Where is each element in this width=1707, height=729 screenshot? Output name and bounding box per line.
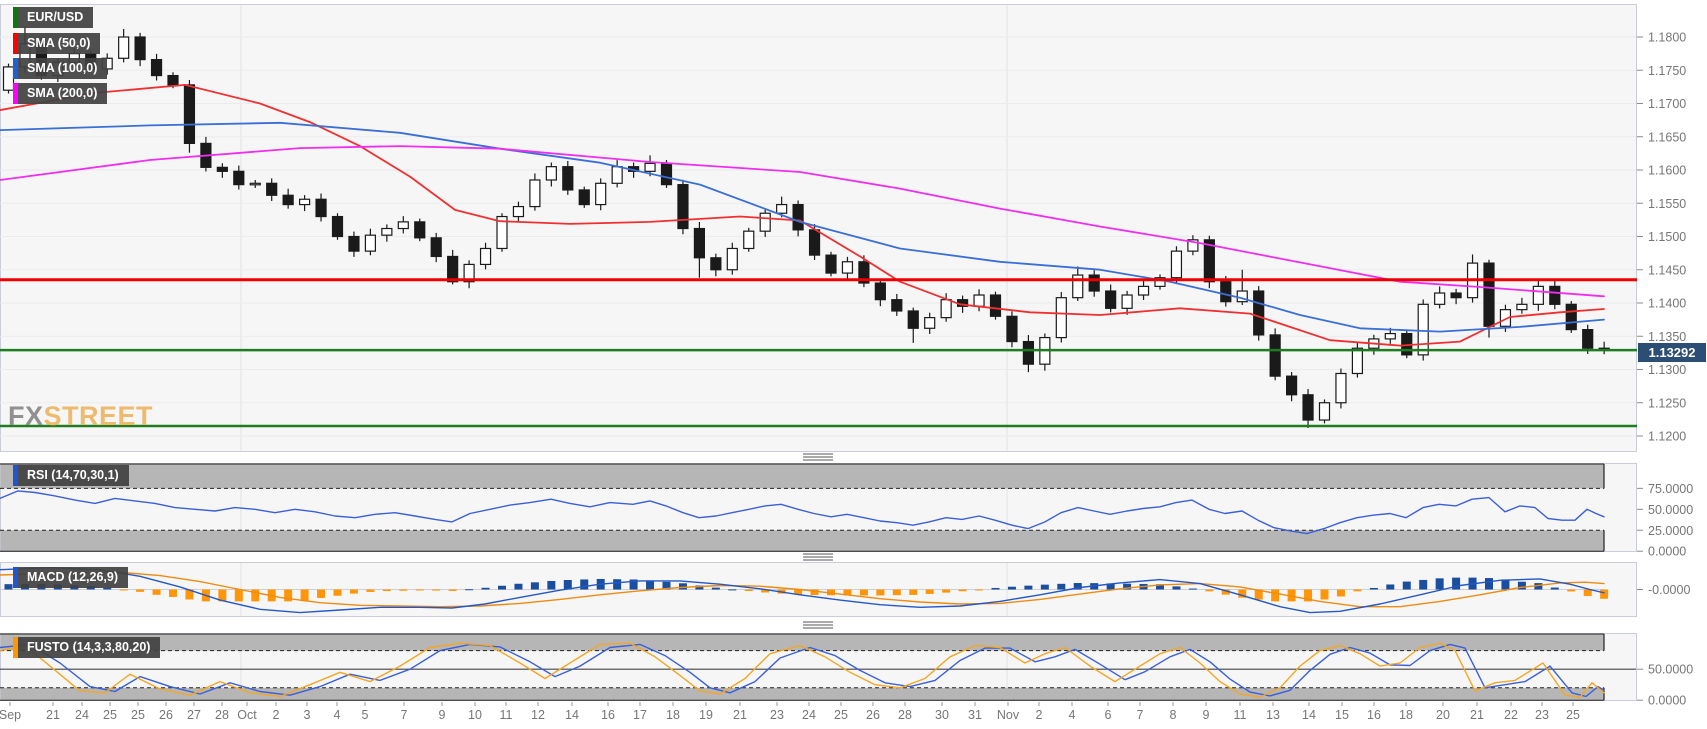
axis-tick-label: 21	[46, 708, 60, 722]
indicator-badge-sma50[interactable]: SMA (50,0)	[13, 33, 101, 54]
axis-tick-label: 16	[601, 708, 615, 722]
axis-tick-label: 5	[362, 708, 369, 722]
price-gridlines	[0, 36, 1636, 437]
axis-tick-label: 1.1250	[1648, 396, 1686, 410]
time-axis[interactable]: Sep 21 24 25 25 26 27 28 Oct 2 3 4 5 7 9 10 11 12 14 16 17 18…	[0, 702, 1580, 722]
price-axis[interactable]: 1.1800 1.1750 1.1700 1.1650 1.1600 1.1550 1.15…	[1637, 31, 1693, 708]
indicator-badge-macd[interactable]: MACD (12,26,9)	[13, 567, 128, 588]
axis-tick-label: 1.1300	[1648, 363, 1686, 377]
axis-tick-label: 1.1650	[1648, 130, 1686, 144]
axis-tick-label: 1.1750	[1648, 64, 1686, 78]
axis-tick-label: 26	[159, 708, 173, 722]
indicator-badge-sma100[interactable]: SMA (100,0)	[13, 58, 108, 79]
axis-tick-label: 50.0000	[1648, 503, 1693, 517]
sma-line-200	[0, 145, 1605, 298]
axis-tick-label: 1.1500	[1648, 230, 1686, 244]
axis-tick-label: 28	[898, 708, 912, 722]
axis-tick-label: -0.0000	[1648, 583, 1690, 597]
axis-tick-label: 7	[401, 708, 408, 722]
axis-tick-label: 1.1700	[1648, 97, 1686, 111]
watermark-fx: FX	[8, 401, 44, 431]
rsi-panel	[0, 463, 1605, 552]
axis-tick-label: 14	[565, 708, 579, 722]
axis-tick-label: 21	[733, 708, 747, 722]
horizontal-level-lines	[0, 278, 1637, 428]
indicator-badge-rsi[interactable]: RSI (14,70,30,1)	[13, 465, 129, 486]
macd-panel	[0, 567, 1609, 614]
axis-tick-label: 18	[666, 708, 680, 722]
axis-tick-label: 1.1550	[1648, 197, 1686, 211]
axis-tick-label: 1.1350	[1648, 330, 1686, 344]
axis-tick-label: 9	[439, 708, 446, 722]
axis-tick-label: 9	[1203, 708, 1210, 722]
axis-tick-label: 11	[500, 708, 513, 722]
axis-tick-label: 25	[1566, 708, 1580, 722]
axis-tick-label: 22	[1504, 708, 1518, 722]
axis-tick-label: 25	[103, 708, 117, 722]
panel-backgrounds	[0, 4, 1637, 701]
panel-resize-handle-1[interactable]	[803, 453, 833, 461]
sma-line-100	[0, 121, 1605, 333]
axis-tick-label: 21	[1470, 708, 1484, 722]
axis-tick-label: 6	[1105, 708, 1112, 722]
axis-tick-label: 15	[1335, 708, 1349, 722]
axis-tick-label: 27	[187, 708, 201, 722]
axis-tick-label: Oct	[237, 708, 257, 722]
axis-tick-label: 25	[834, 708, 848, 722]
axis-tick-label: 23	[1535, 708, 1549, 722]
panel-resize-handle-3[interactable]	[803, 621, 833, 629]
axis-tick-label: 13	[1266, 708, 1280, 722]
axis-tick-label: 18	[1399, 708, 1413, 722]
axis-tick-label: 3	[304, 708, 311, 722]
axis-tick-label: 2	[1036, 708, 1043, 722]
candlestick-series	[2, 27, 1610, 429]
axis-tick-label: 11	[1234, 708, 1247, 722]
axis-tick-label: 1.1200	[1648, 430, 1686, 444]
watermark-street: STREET	[43, 401, 154, 431]
axis-tick-label: 8	[1170, 708, 1177, 722]
axis-tick-label: 0.0000	[1648, 694, 1686, 708]
axis-tick-label: 4	[1069, 708, 1076, 722]
axis-tick-label: 25	[131, 708, 145, 722]
axis-tick-label: 10	[468, 708, 482, 722]
axis-tick-label: 24	[802, 708, 816, 722]
axis-tick-label: Sep	[0, 708, 21, 722]
axis-tick-label: 17	[633, 708, 647, 722]
axis-tick-label: 26	[866, 708, 880, 722]
axis-tick-label: 1.1600	[1648, 164, 1686, 178]
axis-tick-label: 75.0000	[1648, 482, 1693, 496]
axis-tick-label: 50.0000	[1648, 663, 1693, 677]
axis-tick-label: 16	[1367, 708, 1381, 722]
indicator-badge-sma200[interactable]: SMA (200,0)	[13, 83, 108, 104]
axis-tick-label: 0.0000	[1648, 545, 1686, 559]
axis-tick-label: 7	[1137, 708, 1144, 722]
axis-tick-label: 24	[75, 708, 89, 722]
axis-tick-label: Nov	[997, 708, 1020, 722]
indicator-badge-fusto[interactable]: FUSTO (14,3,3,80,20)	[13, 637, 161, 658]
axis-tick-label: 20	[1436, 708, 1450, 722]
axis-tick-label: 25.0000	[1648, 524, 1693, 538]
axis-tick-label: 31	[968, 708, 982, 722]
axis-tick-label: 28	[215, 708, 229, 722]
axis-tick-label: 2	[273, 708, 280, 722]
axis-tick-label: 1.1450	[1648, 263, 1686, 277]
last-price-label: 1.13292	[1638, 343, 1706, 362]
fusto-panel	[0, 633, 1636, 701]
axis-tick-label: 23	[770, 708, 784, 722]
axis-tick-label: 1.1800	[1648, 31, 1686, 45]
axis-tick-label: 4	[334, 708, 341, 722]
panel-resize-handle-2[interactable]	[803, 553, 833, 561]
axis-tick-label: 30	[935, 708, 949, 722]
fxstreet-watermark-logo: FXSTREET	[8, 401, 153, 432]
axis-tick-label: 14	[1302, 708, 1316, 722]
axis-tick-label: 1.1400	[1648, 297, 1686, 311]
instrument-badge[interactable]: EUR/USD	[13, 7, 94, 28]
axis-tick-label: 19	[699, 708, 713, 722]
axis-tick-label: 12	[531, 708, 545, 722]
